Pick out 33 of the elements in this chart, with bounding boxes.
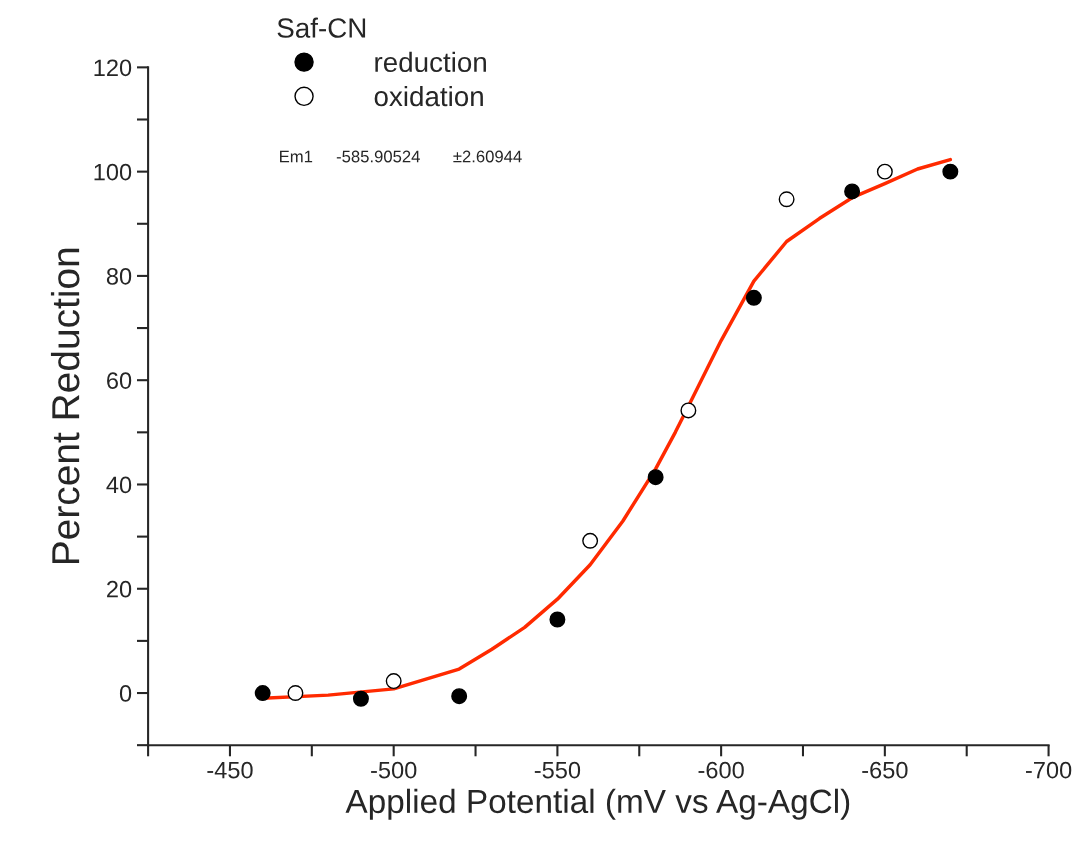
- point: [942, 163, 959, 180]
- legend-label: oxidation: [374, 85, 483, 107]
- x-tick-label: -600: [698, 761, 744, 779]
- point: [254, 685, 271, 702]
- x-axis-title: Applied Potential (mV vs Ag-AgCl): [345, 788, 850, 820]
- y-axis-title: Percent Reduction: [50, 248, 80, 564]
- point: [745, 289, 762, 306]
- point: [778, 191, 795, 208]
- legend-title: Saf-CN: [277, 17, 366, 38]
- x-tick-label: -700: [1025, 761, 1072, 779]
- y-tick-label: 20: [107, 580, 132, 598]
- point: [549, 611, 566, 628]
- point: [385, 673, 402, 690]
- y-tick-label: 80: [106, 267, 132, 285]
- point: [647, 469, 664, 486]
- x-tick-label: -650: [862, 761, 908, 779]
- y-tick-label: 60: [107, 372, 132, 389]
- legend-label: reduction: [375, 51, 486, 73]
- point: [680, 402, 697, 419]
- annotation: Em1 -585.90524 ±2.60944: [280, 150, 522, 163]
- x-tick-label: -500: [371, 761, 417, 779]
- y-tick-label: 120: [94, 59, 132, 77]
- y-tick-label: 0: [119, 685, 132, 702]
- point: [582, 532, 599, 549]
- x-tick-label: -550: [534, 761, 581, 779]
- point: [876, 163, 893, 180]
- point: [451, 688, 468, 705]
- x-tick-label: -450: [207, 761, 253, 779]
- y-tick-label: 40: [106, 476, 132, 494]
- point: [287, 685, 304, 702]
- y-tick-label: 100: [94, 163, 132, 181]
- point: [844, 183, 861, 200]
- point: [352, 690, 369, 707]
